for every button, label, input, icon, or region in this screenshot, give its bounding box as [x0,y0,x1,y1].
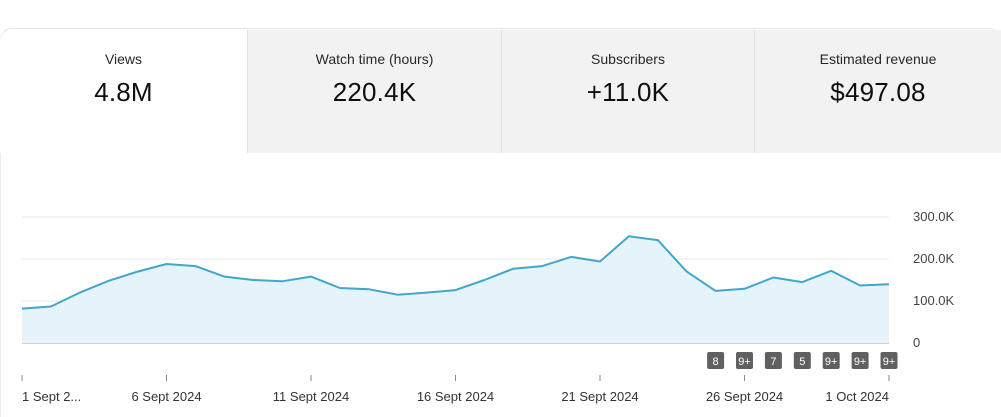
tab-views-value: 4.8M [94,77,153,107]
badge-box [736,352,753,369]
views-series-line [21,235,890,310]
tab-revenue-value: $497.08 [830,77,926,107]
badge-label: 9+ [883,356,896,368]
x-tick-label: 11 Sept 2024 [273,389,349,404]
y-tick-label: 200.0K [913,251,955,266]
annotation-badge[interactable]: 7 [764,352,782,369]
badge-label: 7 [770,356,776,368]
tab-watch-time[interactable]: Watch time (hours) 220.4K [247,30,501,153]
badge-label: 9+ [825,356,838,368]
views-chart-svg: 0 100.0K 200.0K 300.0K 8 9+ 7 5 9+ 9+ 9+ 1 Sept 2..… [21,209,955,404]
x-tick-label: 21 Sept 2024 [561,389,638,404]
tab-estimated-revenue[interactable]: Estimated revenue $497.08 [754,30,1001,153]
badge-box [880,352,898,369]
tab-views-label: Views [104,51,143,67]
badge-label: 9+ [854,356,867,368]
tab-subscribers-label: Subscribers [591,51,665,67]
badge-box [764,352,782,369]
x-tick-label: 1 Sept 2... [22,389,81,404]
x-tick-label: 1 Oct 2024 [825,389,889,404]
annotation-badge[interactable]: 9+ [851,352,869,369]
views-area-fill [22,236,889,343]
tab-views[interactable]: Views 4.8M [0,30,247,153]
badge-label: 8 [713,356,719,368]
annotation-badge[interactable]: 9+ [880,352,898,369]
tab-watch-time-label: Watch time (hours) [315,51,434,67]
badge-box [851,352,869,369]
tab-subscribers-value: +11.0K [586,77,670,107]
annotation-badge[interactable]: 9+ [822,352,840,369]
x-tick-label: 26 Sept 2024 [706,389,783,404]
metric-tabs: Views 4.8M Watch time (hours) 220.4K Sub… [0,30,1001,153]
badge-box [793,352,811,369]
annotation-badge[interactable]: 8 [707,352,725,369]
views-chart: 0 100.0K 200.0K 300.0K 8 9+ 7 5 9+ 9+ 9+ 1 Sept 2..… [0,195,1001,417]
x-tick-label: 6 Sept 2024 [131,389,201,404]
tab-subscribers[interactable]: Subscribers +11.0K [501,30,754,153]
badge-label: 5 [799,356,805,368]
annotation-badge[interactable]: 9+ [736,352,753,369]
badge-box [822,352,840,369]
y-tick-label: 0 [913,335,920,350]
badge-box [707,352,725,369]
tab-watch-time-value: 220.4K [332,77,417,107]
y-tick-label: 300.0K [913,209,955,224]
badge-label: 9+ [738,356,751,368]
y-tick-label: 100.0K [913,293,955,308]
tab-revenue-label: Estimated revenue [819,51,937,67]
annotation-badge[interactable]: 5 [793,352,811,369]
x-tick-label: 16 Sept 2024 [417,389,494,404]
